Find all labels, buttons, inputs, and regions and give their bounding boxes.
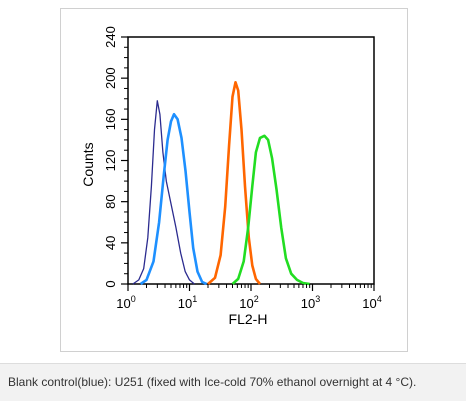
series-line-4 xyxy=(231,134,310,286)
y-tick-label: 200 xyxy=(103,67,118,89)
histogram-chart: 100 101 102 103 104 0 40 80 120 160 200 240 FL2-H Cou… xyxy=(80,26,382,327)
x-axis-label: FL2-H xyxy=(229,311,268,327)
x-tick-label: 100 xyxy=(116,294,135,311)
y-tick-label: 120 xyxy=(103,150,118,172)
x-tick-label: 103 xyxy=(301,294,320,311)
series-line-2 xyxy=(139,112,208,286)
x-tick-label: 101 xyxy=(178,294,197,311)
y-tick-label: 80 xyxy=(103,194,118,208)
figure-frame: 100 101 102 103 104 0 40 80 120 160 200 240 FL2-H Cou… xyxy=(60,8,408,352)
y-tick-label: 40 xyxy=(103,236,118,250)
series-line-1 xyxy=(132,100,195,285)
y-axis-label: Counts xyxy=(80,142,96,186)
x-tick-label: 102 xyxy=(239,294,258,311)
x-tick-label: 104 xyxy=(362,294,381,311)
y-tick-label: 160 xyxy=(103,108,118,130)
figure-caption: Blank control(blue): U251 (fixed with Ic… xyxy=(8,375,417,389)
y-tick-label: 0 xyxy=(103,280,118,287)
y-tick-label: 240 xyxy=(103,26,118,48)
caption-bar: Blank control(blue): U251 (fixed with Ic… xyxy=(0,363,466,401)
series-line-3 xyxy=(207,81,262,285)
